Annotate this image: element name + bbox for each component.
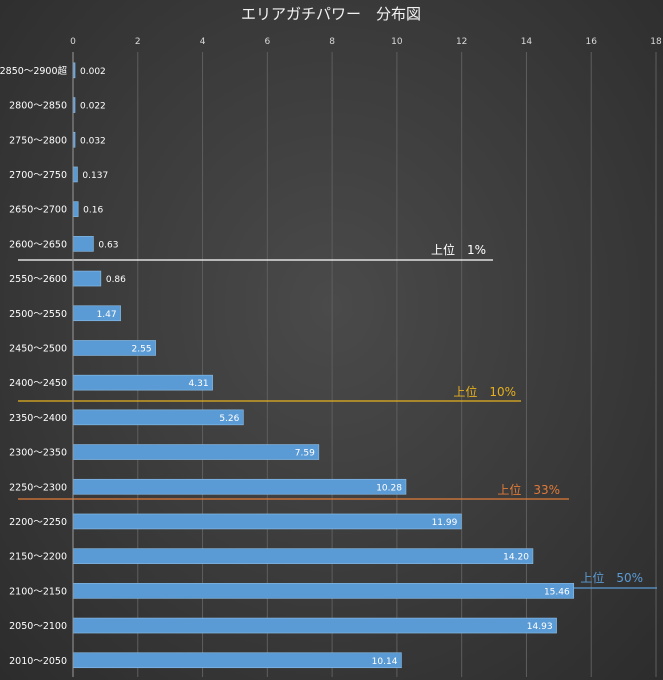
y-tick-label: 2450～2500 xyxy=(9,343,67,354)
y-tick-label: 2400～2450 xyxy=(9,378,67,389)
bar-value-label: 1.47 xyxy=(97,310,117,320)
bar-value-label: 15.46 xyxy=(544,587,570,597)
bar xyxy=(72,236,94,252)
bar-value-label: 7.59 xyxy=(295,449,315,459)
y-tick-label: 2010～2050 xyxy=(9,656,67,667)
bar xyxy=(72,270,102,287)
y-tick-label: 2350～2400 xyxy=(9,413,67,424)
y-tick-label: 2150～2200 xyxy=(9,552,67,563)
y-tick-label: 2600～2650 xyxy=(9,239,67,250)
x-tick-label: 14 xyxy=(521,37,533,47)
bar-value-label: 0.032 xyxy=(80,136,106,146)
bar-value-label: 0.16 xyxy=(83,206,103,216)
chart-title: エリアガチパワー 分布図 xyxy=(241,5,421,23)
y-axis-labels: 2850～2900超 2800～2850 2750～2800 2700～2750 265… xyxy=(0,65,67,667)
bar xyxy=(72,409,244,426)
y-tick-label: 2850～2900超 xyxy=(0,65,67,77)
y-tick-label: 2550～2600 xyxy=(9,274,67,285)
bar-value-label: 14.20 xyxy=(503,553,529,563)
y-tick-label: 2100～2150 xyxy=(9,586,67,597)
bar-value-label: 10.28 xyxy=(376,483,402,493)
x-tick-label: 0 xyxy=(70,37,76,47)
reference-label: 上位 10% xyxy=(453,384,516,399)
x-tick-label: 18 xyxy=(650,37,662,47)
y-tick-label: 2500～2550 xyxy=(9,309,67,320)
bar xyxy=(72,583,575,599)
x-tick-label: 16 xyxy=(585,37,597,47)
bar-value-label: 0.86 xyxy=(106,275,126,285)
x-axis-ticks: 0 2 4 6 8 10 12 14 16 18 xyxy=(70,37,662,47)
x-tick-label: 10 xyxy=(391,37,403,47)
bar-value-label: 2.55 xyxy=(132,344,152,354)
rank-reference-lines: 上位 1% 上位 10% 上位 33% 上位 50% xyxy=(18,242,657,589)
bar-value-label: 0.022 xyxy=(80,102,106,112)
bar-value-label: 5.26 xyxy=(219,414,239,424)
bar xyxy=(72,444,320,460)
x-tick-label: 4 xyxy=(200,37,206,47)
x-tick-label: 2 xyxy=(135,37,141,47)
x-tick-label: 12 xyxy=(456,37,467,47)
bar xyxy=(72,617,557,634)
y-tick-label: 2300～2350 xyxy=(9,448,67,459)
bar xyxy=(72,513,462,530)
bar xyxy=(72,478,407,495)
x-tick-label: 8 xyxy=(329,37,335,47)
bar xyxy=(72,166,78,183)
y-tick-label: 2750～2800 xyxy=(9,135,67,146)
y-tick-label: 2700～2750 xyxy=(9,170,67,181)
bar-value-label: 4.31 xyxy=(189,379,209,389)
y-tick-label: 2250～2300 xyxy=(9,482,67,493)
y-tick-label: 2050～2100 xyxy=(9,621,67,632)
y-tick-label: 2200～2250 xyxy=(9,517,67,528)
bar-value-label: 10.14 xyxy=(372,657,398,667)
bar xyxy=(72,201,79,217)
bar-value-label: 0.002 xyxy=(80,67,106,77)
bar-value-label: 0.63 xyxy=(98,240,118,250)
gridlines xyxy=(137,52,657,677)
bar xyxy=(72,548,534,564)
y-tick-label: 2650～2700 xyxy=(9,205,67,216)
bar-value-label: 14.93 xyxy=(527,622,553,632)
bars: 0.002 0.022 0.032 0.137 0.16 0.63 0.86 1.47 2.55… xyxy=(72,62,575,669)
y-tick-label: 2800～2850 xyxy=(9,101,67,112)
reference-label: 上位 50% xyxy=(580,570,643,585)
reference-label: 上位 33% xyxy=(497,482,560,497)
x-tick-label: 6 xyxy=(264,37,270,47)
bar xyxy=(72,652,402,669)
bar-value-label: 0.137 xyxy=(82,171,108,181)
bar-value-label: 11.99 xyxy=(432,518,458,528)
reference-label: 上位 1% xyxy=(431,242,486,257)
